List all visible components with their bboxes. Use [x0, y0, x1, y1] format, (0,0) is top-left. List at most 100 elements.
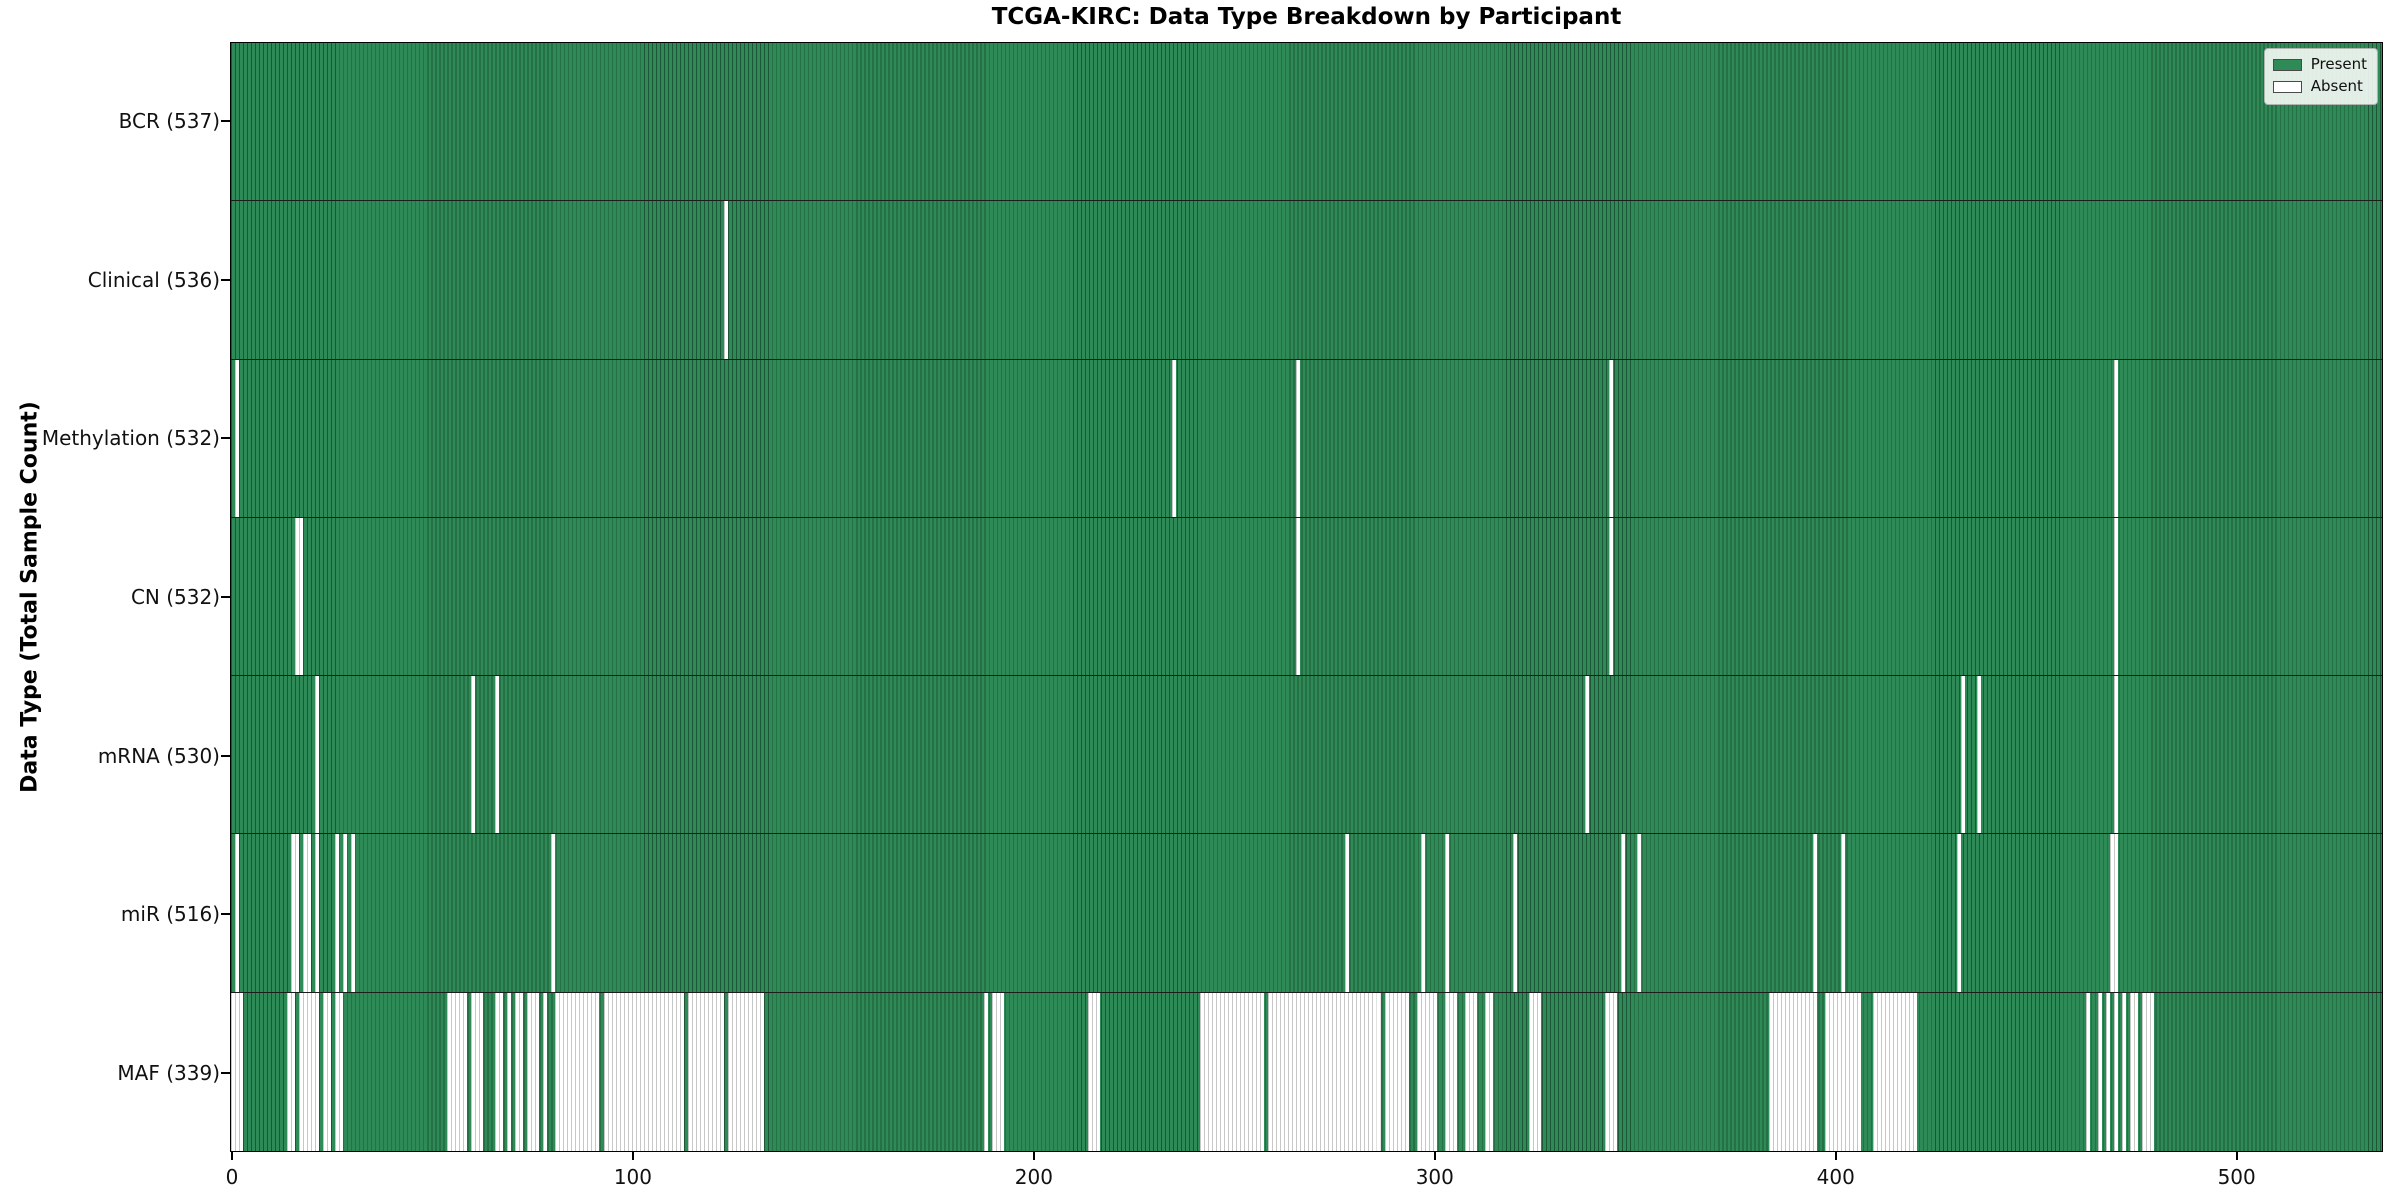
x-tick-mark [231, 1152, 233, 1160]
absent-gap [1608, 517, 1613, 676]
y-tick-label: Clinical (536) [87, 267, 220, 292]
absent-gap [231, 992, 244, 1151]
absent-gap [2097, 992, 2102, 1151]
absent-gap [1636, 834, 1641, 992]
absent-gap [1444, 834, 1449, 992]
absent-gap [992, 992, 1005, 1151]
absent-gap [235, 359, 239, 517]
x-tick-label: 300 [1415, 1165, 1454, 1189]
x-tick-mark [2235, 1152, 2238, 1160]
y-tick-label: Methylation (532) [41, 426, 220, 451]
absent-gap [1172, 359, 1177, 517]
absent-gap [2113, 517, 2118, 676]
x-tick-label: 400 [1816, 1165, 1855, 1189]
absent-gap [1420, 834, 1425, 992]
absent-gap [1416, 992, 1437, 1151]
absent-gap [1825, 992, 1862, 1151]
absent-gap [291, 834, 300, 992]
x-tick-label: 100 [613, 1165, 653, 1189]
absent-gap [471, 992, 484, 1151]
absent-gap [1512, 834, 1517, 992]
heatmap-row-clinical [231, 201, 2382, 360]
heatmap-row-mir [231, 834, 2382, 993]
absent-gap [323, 992, 332, 1151]
absent-gap [1584, 676, 1589, 834]
y-tick-label: BCR (537) [118, 109, 220, 134]
absent-gap [515, 992, 524, 1151]
absent-gap [1344, 834, 1349, 992]
heatmap-row-cn [231, 517, 2382, 677]
legend: Present Absent [2263, 48, 2378, 105]
absent-gap [1977, 676, 1982, 834]
absent-gap [687, 992, 724, 1151]
absent-gap [1296, 517, 1301, 676]
absent-gap [2113, 359, 2118, 517]
y-tick-mark [221, 120, 230, 123]
absent-gap [2105, 992, 2110, 1151]
absent-gap [727, 992, 764, 1151]
absent-gap [295, 517, 304, 676]
absent-gap [2109, 834, 2118, 992]
absent-gap [447, 992, 468, 1151]
absent-gap [527, 992, 540, 1151]
y-tick-mark [221, 754, 230, 757]
absent-gap [723, 201, 728, 359]
absent-gap [1296, 359, 1301, 517]
absent-gap [315, 676, 320, 834]
heatmap-row-mrna [231, 676, 2382, 835]
absent-gap [2141, 992, 2154, 1151]
absent-gap [1961, 676, 1966, 834]
absent-gap [1813, 834, 1818, 992]
present-swatch-icon [2272, 58, 2302, 71]
heatmap-row-bcr [231, 43, 2382, 202]
absent-gap [1873, 992, 1918, 1151]
y-tick-mark [221, 437, 230, 440]
heatmap-row-maf [231, 992, 2382, 1151]
absent-gap [335, 992, 344, 1151]
absent-gap [1957, 834, 1962, 992]
absent-gap [1464, 992, 1477, 1151]
absent-gap [1384, 992, 1409, 1151]
absent-gap [984, 992, 989, 1151]
absent-gap [543, 992, 548, 1151]
chart-title: TCGA-KIRC: Data Type Breakdown by Partic… [991, 4, 1622, 30]
absent-gap [1604, 992, 1617, 1151]
legend-present-label: Present [2310, 55, 2367, 73]
x-tick-mark [1433, 1152, 1436, 1160]
absent-gap [351, 834, 356, 992]
absent-gap [551, 834, 556, 992]
absent-gap [1620, 834, 1625, 992]
absent-gap [2113, 992, 2118, 1151]
absent-gap [2121, 992, 2126, 1151]
absent-gap [1608, 359, 1613, 517]
absent-gap [2129, 992, 2138, 1151]
absent-gap [1268, 992, 1381, 1151]
y-tick-mark [221, 596, 230, 598]
y-tick-mark [221, 1071, 230, 1074]
heatmap-plot-area [230, 42, 2383, 1152]
x-tick-mark [1032, 1152, 1035, 1160]
absent-gap [495, 676, 500, 834]
legend-entry-absent: Absent [2272, 76, 2367, 98]
absent-gap [471, 676, 476, 834]
y-tick-mark [221, 278, 230, 281]
legend-entry-present: Present [2272, 54, 2367, 76]
y-tick-label: MAF (339) [117, 1060, 220, 1085]
absent-gap [2113, 676, 2118, 834]
absent-gap [2085, 992, 2090, 1151]
absent-gap [299, 992, 320, 1151]
x-tick-label: 0 [225, 1165, 239, 1189]
absent-gap [1200, 992, 1265, 1151]
y-tick-label: CN (532) [130, 585, 220, 609]
absent-gap [315, 834, 320, 992]
absent-gap [335, 834, 340, 992]
absent-gap [1444, 992, 1457, 1151]
x-tick-label: 500 [2217, 1165, 2256, 1189]
x-tick-label: 200 [1014, 1165, 1053, 1189]
absent-gap [603, 992, 684, 1151]
absent-gap [555, 992, 600, 1151]
absent-gap [1528, 992, 1541, 1151]
legend-absent-label: Absent [2310, 76, 2363, 95]
y-tick-label: mRNA (530) [97, 743, 220, 768]
